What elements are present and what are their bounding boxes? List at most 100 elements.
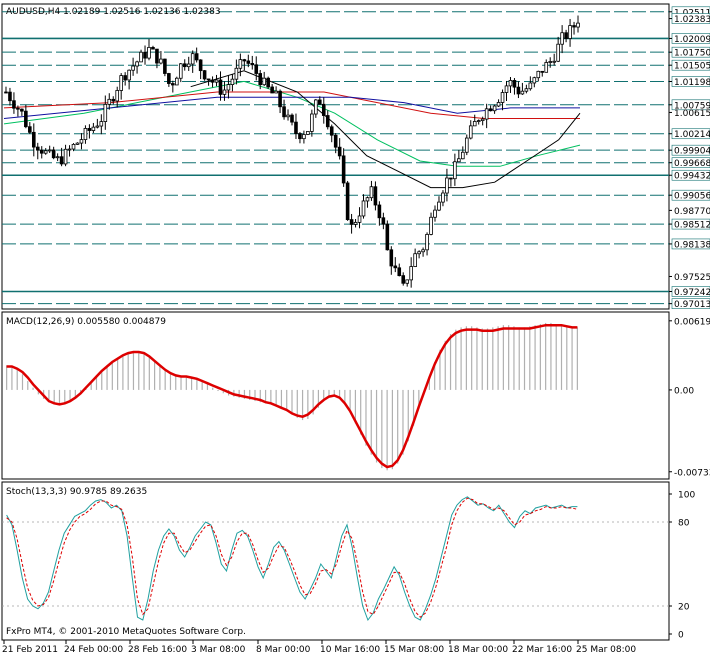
candle-body — [8, 91, 12, 102]
candle-body — [329, 126, 334, 136]
candle-body — [401, 275, 406, 284]
moving-average-line — [190, 70, 581, 189]
candle-body — [377, 204, 382, 219]
candle-body — [174, 77, 179, 86]
candle-body — [302, 134, 306, 140]
candle-body — [568, 25, 572, 39]
candle-body — [310, 113, 314, 132]
candle-body — [536, 70, 541, 79]
price-chart-title: AUDUSD,H4 1.02189 1.02516 1.02136 1.0238… — [6, 7, 221, 17]
candle-body — [353, 221, 358, 225]
price-levels — [2, 11, 669, 305]
candle-body — [123, 75, 127, 81]
macd-tick-label: 0.00 — [674, 386, 694, 396]
candle-body — [512, 80, 517, 88]
candle-body — [254, 64, 259, 74]
candle-body — [544, 62, 549, 73]
candle-body — [238, 59, 243, 69]
candle-body — [385, 223, 390, 251]
candle-body — [464, 137, 469, 153]
candle-body — [540, 70, 545, 73]
candle-body — [246, 60, 251, 64]
candle-body — [198, 59, 203, 72]
candle-body — [182, 63, 187, 68]
candle-body — [476, 120, 481, 122]
macd-signal-path — [6, 323, 578, 469]
candle-body — [397, 267, 402, 277]
price-panel-frame — [1, 3, 670, 310]
candle-body — [445, 177, 449, 194]
candle-body — [290, 114, 294, 123]
candle-body — [167, 73, 171, 84]
price-tick-label: 0.98512 — [674, 221, 710, 231]
candle-body — [159, 58, 163, 64]
price-tick-label: 1.01505 — [674, 62, 710, 72]
price-tick-label: 0.97525 — [674, 273, 710, 283]
candle-body — [468, 125, 473, 139]
macd-panel-frame — [1, 311, 670, 480]
candle-body — [576, 22, 580, 28]
candle-body — [314, 99, 318, 115]
macd-axis: 0.00619 0.00 -0.00733 — [669, 317, 710, 478]
price-tick-label: 1.00214 — [674, 130, 710, 140]
candle-body — [453, 161, 457, 180]
stochastic-lines — [6, 496, 578, 622]
candle-body — [99, 121, 104, 127]
candle-body — [79, 139, 84, 144]
stoch-line — [6, 497, 578, 618]
candle-body — [147, 47, 151, 59]
candle-body — [357, 215, 362, 223]
time-tick-label: 8 Mar 00:00 — [256, 645, 311, 655]
candle-body — [71, 143, 76, 150]
candle-body — [28, 126, 32, 133]
candle-body — [35, 146, 40, 151]
candle-body — [242, 59, 247, 62]
stoch-title: Stoch(13,3,3) 90.9785 89.2635 — [6, 487, 147, 497]
candle-body — [393, 265, 398, 269]
candle-body — [143, 51, 147, 59]
candle-body — [564, 32, 568, 39]
stochastic-axis: 100 80 20 0 — [669, 491, 695, 641]
candle-body — [461, 151, 465, 160]
candle-body — [262, 77, 266, 86]
candle-body — [373, 186, 378, 206]
candle-body — [115, 90, 120, 102]
macd-histogram — [6, 322, 578, 471]
candle-body — [333, 134, 338, 148]
time-tick-label: 15 Mar 08:00 — [384, 645, 444, 655]
candle-body — [234, 67, 239, 80]
candle-body — [520, 90, 525, 95]
candle-body — [171, 83, 175, 86]
candle-body — [361, 200, 366, 217]
candle-body — [429, 216, 433, 235]
candle-body — [51, 149, 56, 159]
candle-body — [190, 53, 195, 65]
price-tick-label: 1.01198 — [674, 78, 710, 88]
macd-tick-label: 0.00619 — [674, 317, 710, 327]
candle-body — [325, 115, 330, 128]
candle-body — [369, 186, 374, 199]
price-tick-label: 1.02009 — [674, 35, 710, 45]
candle-body — [572, 25, 576, 28]
price-tick-label: 0.97013 — [674, 300, 710, 310]
candle-body — [43, 150, 48, 154]
time-tick-label: 22 Mar 16:00 — [512, 645, 572, 655]
price-tick-label: 0.99904 — [674, 147, 710, 157]
candle-body — [63, 148, 68, 165]
candle-body — [425, 234, 429, 251]
price-tick-label: 0.99056 — [674, 192, 710, 202]
candle-body — [210, 79, 215, 83]
stoch-tick-label: 100 — [678, 491, 695, 501]
candle-body — [270, 86, 274, 94]
candle-body — [202, 70, 207, 80]
candle-body — [24, 110, 28, 128]
candle-body — [294, 121, 298, 134]
candle-body — [282, 106, 286, 118]
moving-average-line — [3, 80, 581, 167]
candle-body — [266, 77, 270, 88]
candle-body — [278, 90, 282, 108]
candle-body — [532, 77, 537, 84]
candle-body — [39, 149, 44, 154]
